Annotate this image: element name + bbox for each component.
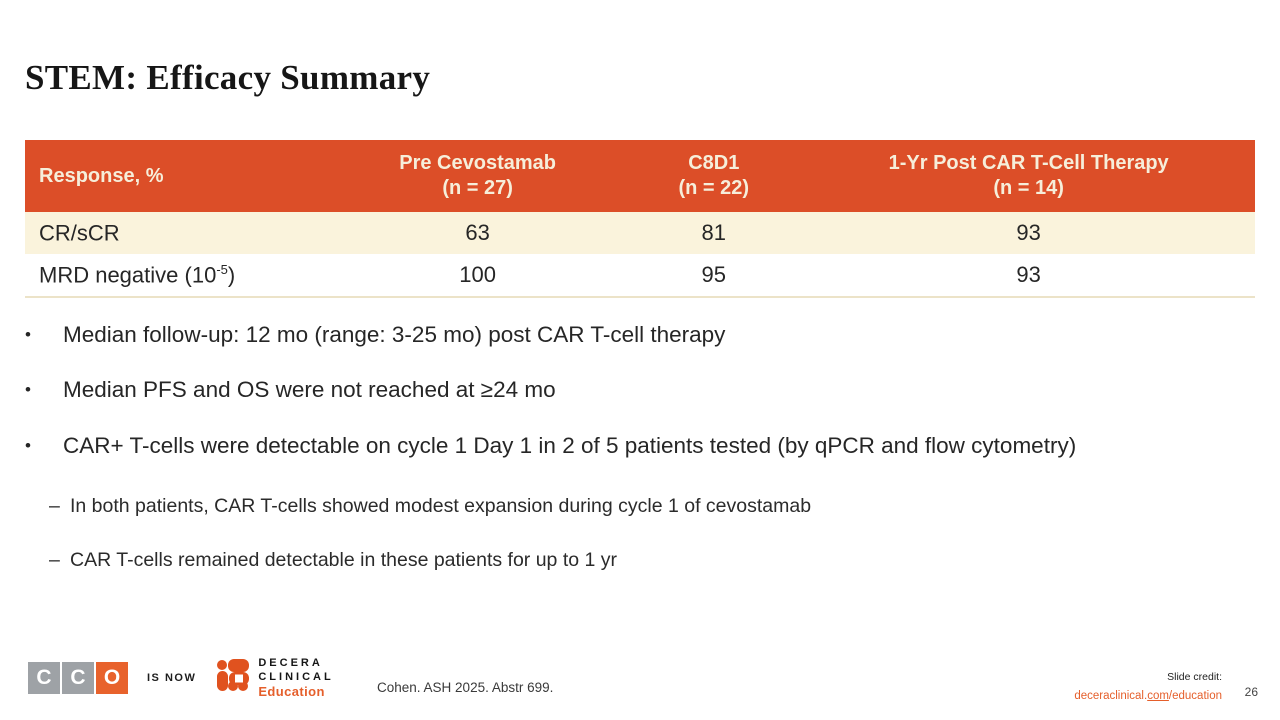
col-header-title: C8D1: [688, 152, 740, 174]
cell-value: 93: [1016, 262, 1041, 287]
cell-value: 93: [1016, 220, 1041, 245]
sub-bullet-marker: –: [49, 549, 60, 572]
col-header-title: Response, %: [39, 164, 164, 187]
row-label-text: MRD negative (10: [39, 262, 217, 288]
citation: Cohen. ASH 2025. Abstr 699.: [377, 680, 554, 695]
bullet-marker: •: [25, 435, 31, 455]
sub-bullet-text: In both patients, CAR T-cells showed mod…: [70, 494, 812, 517]
table-row-mrd-negative: MRD negative (10-5) 100 95 93: [25, 254, 1255, 297]
bullet-text: Median follow-up: 12 mo (range: 3-25 mo)…: [63, 322, 726, 347]
cco-logo: C C O: [28, 661, 130, 694]
bullet-item: • CAR+ T-cells were detectable on cycle …: [25, 431, 1257, 460]
sub-bullet-item: – CAR T-cells remained detectable in the…: [49, 548, 1257, 573]
table-row-cr-scr: CR/sCR 63 81 93: [25, 212, 1255, 254]
decera-line2: CLINICAL: [258, 671, 334, 684]
bullet-text: CAR+ T-cells were detectable on cycle 1 …: [63, 432, 1077, 458]
cco-logo-square-c1: C: [28, 661, 60, 694]
cell-value: 95: [701, 262, 727, 287]
cell-value: 81: [701, 220, 727, 245]
col-header-title: 1-Yr Post CAR T-Cell Therapy: [888, 152, 1169, 174]
sub-bullet-item: – In both patients, CAR T-cells showed m…: [49, 494, 1257, 519]
col-header-c8d1: C8D1 (n = 22): [625, 140, 803, 212]
slide-credit: Slide credit: deceraclinical.com/educati…: [1074, 670, 1222, 706]
cell-value: 63: [465, 220, 490, 245]
cco-logo-square-c2: C: [62, 661, 94, 694]
sub-bullet-marker: –: [49, 494, 60, 517]
bullet-marker: •: [25, 380, 31, 400]
decera-line1: DECERA: [258, 656, 323, 669]
bullet-list: • Median follow-up: 12 mo (range: 3-25 m…: [25, 320, 1257, 602]
is-now-label: IS NOW: [147, 671, 197, 684]
table-header-row: Response, % Pre Cevostamab (n = 27) C8D1…: [25, 140, 1255, 212]
bullet-item: • Median follow-up: 12 mo (range: 3-25 m…: [25, 320, 1257, 349]
efficacy-table: Response, % Pre Cevostamab (n = 27) C8D1…: [25, 140, 1255, 298]
row-label-text: CR/sCR: [39, 220, 120, 246]
credit-link-post: /education: [1168, 690, 1222, 703]
page-title: STEM: Efficacy Summary: [25, 58, 431, 97]
bullet-marker: •: [25, 325, 31, 344]
cco-logo-square-o: O: [96, 661, 128, 694]
decera-line3: Education: [258, 684, 325, 700]
credit-link-mid: com: [1147, 690, 1169, 703]
col-header-sub: (n = 27): [442, 177, 513, 199]
decera-logo: DECERA CLINICAL Education: [216, 656, 333, 700]
row-label: CR/sCR: [25, 212, 330, 254]
decera-logo-text: DECERA CLINICAL Education: [258, 656, 333, 700]
col-header-sub: (n = 14): [993, 177, 1064, 199]
bullet-item: • Median PFS and OS were not reached at …: [25, 375, 1257, 404]
col-header-1yr-post-car-t: 1-Yr Post CAR T-Cell Therapy (n = 14): [802, 140, 1255, 212]
sub-bullet-list: – In both patients, CAR T-cells showed m…: [49, 494, 1257, 574]
superscript: -5: [216, 261, 228, 277]
col-header-response: Response, %: [25, 140, 331, 212]
bullet-text: Median PFS and OS were not reached at ≥2…: [63, 377, 556, 403]
page-number: 26: [1244, 685, 1258, 699]
row-label-close: ): [227, 262, 236, 288]
col-header-pre-cevostamab: Pre Cevostamab (n = 27): [330, 140, 626, 212]
decera-logo-icon: [216, 658, 250, 697]
efficacy-table-container: Response, % Pre Cevostamab (n = 27) C8D1…: [25, 140, 1255, 298]
slide-credit-label: Slide credit:: [1167, 671, 1222, 684]
footer-logos: C C O IS NOW DECERA CLINICAL Educa: [28, 656, 334, 700]
credit-link-pre: deceraclinical.: [1074, 690, 1148, 703]
slide-credit-link[interactable]: deceraclinical.com/education: [1074, 690, 1222, 702]
col-header-sub: (n = 22): [678, 177, 750, 199]
row-label: MRD negative (10-5): [25, 254, 330, 297]
cell-value: 100: [459, 262, 496, 287]
col-header-title: Pre Cevostamab: [399, 152, 556, 174]
sub-bullet-text: CAR T-cells remained detectable in these…: [70, 549, 618, 572]
